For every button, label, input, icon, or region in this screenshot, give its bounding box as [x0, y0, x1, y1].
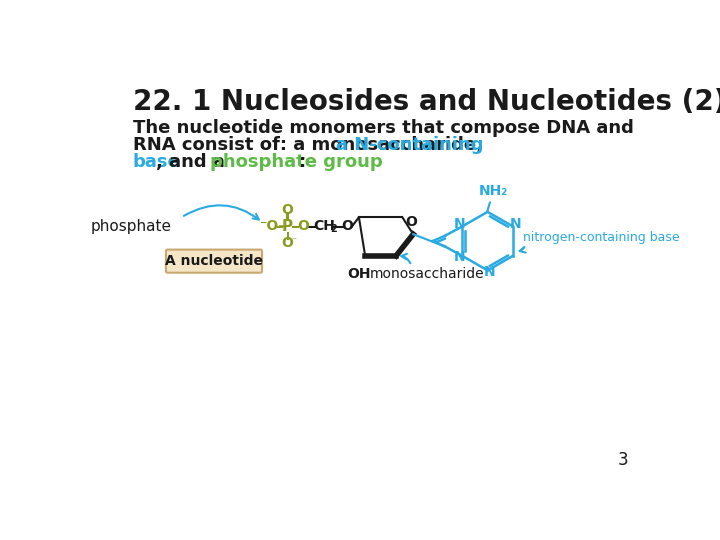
Text: OH: OH [347, 267, 371, 281]
Text: phosphate group: phosphate group [210, 153, 383, 171]
Text: a N-containing: a N-containing [336, 136, 484, 154]
Text: O: O [282, 237, 294, 251]
Text: phosphate: phosphate [91, 219, 171, 234]
Text: O: O [297, 219, 309, 233]
Text: base: base [132, 153, 181, 171]
Text: :: : [300, 153, 307, 171]
Text: ⁻O–: ⁻O– [259, 219, 285, 233]
Text: N: N [454, 251, 466, 264]
Text: O: O [341, 219, 354, 233]
Text: A nucleotide: A nucleotide [165, 254, 263, 268]
FancyBboxPatch shape [166, 249, 262, 273]
Text: O: O [282, 202, 294, 217]
Text: ⁻: ⁻ [292, 236, 297, 246]
Text: The nucleotide monomers that compose DNA and: The nucleotide monomers that compose DNA… [132, 119, 634, 137]
Text: N: N [484, 265, 495, 279]
Text: RNA consist of: a monosaccharide,: RNA consist of: a monosaccharide, [132, 136, 489, 154]
Text: CH: CH [313, 219, 335, 233]
Text: nitrogen-containing base: nitrogen-containing base [523, 231, 680, 244]
Text: 2: 2 [330, 224, 337, 234]
Text: NH₂: NH₂ [479, 184, 508, 198]
Text: , and a: , and a [156, 153, 231, 171]
Text: N: N [454, 217, 466, 231]
Text: 22. 1 Nucleosides and Nucleotides (2): 22. 1 Nucleosides and Nucleotides (2) [132, 88, 720, 116]
Text: P: P [282, 219, 293, 234]
Text: N: N [510, 217, 521, 231]
Text: monosaccharide: monosaccharide [370, 267, 485, 281]
Text: O: O [405, 215, 418, 229]
Text: 3: 3 [618, 451, 629, 469]
